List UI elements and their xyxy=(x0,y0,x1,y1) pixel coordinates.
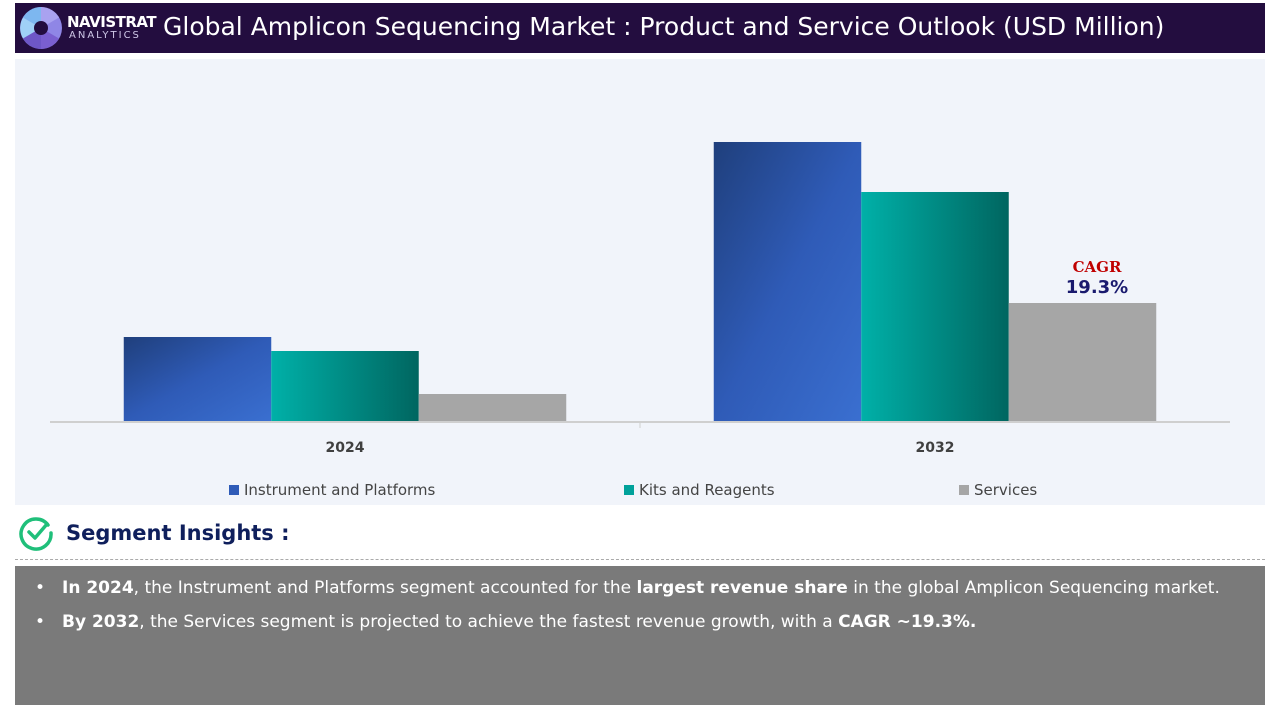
navistrat-logo xyxy=(20,7,62,49)
legend-swatch xyxy=(624,485,634,495)
legend-swatch xyxy=(959,485,969,495)
page-title: Global Amplicon Sequencing Market : Prod… xyxy=(163,12,1165,41)
x-tick-label: 2024 xyxy=(326,440,365,456)
bar-kits-and-reagents-2032 xyxy=(861,192,1009,421)
header-bar: NAVISTRAT ANALYTICS Global Amplicon Sequ… xyxy=(15,3,1265,53)
legend-label: Kits and Reagents xyxy=(639,481,775,499)
legend-item: Services xyxy=(959,481,1037,499)
legend-swatch xyxy=(229,485,239,495)
legend-label: Services xyxy=(974,481,1038,499)
insight-item: By 2032, the Services segment is project… xyxy=(35,605,1245,639)
insight-item: In 2024, the Instrument and Platforms se… xyxy=(35,571,1245,605)
bar-kits-and-reagents-2024 xyxy=(271,351,419,421)
legend-item: Kits and Reagents xyxy=(624,481,775,499)
bar-services-2024 xyxy=(418,394,567,421)
legend-item: Instrument and Platforms xyxy=(229,481,435,499)
cagr-value: 19.3% xyxy=(1066,277,1128,298)
brand-sub: ANALYTICS xyxy=(69,30,141,41)
divider xyxy=(15,559,1265,560)
bar-services-2032 xyxy=(1008,303,1157,421)
insights-list: In 2024, the Instrument and Platforms se… xyxy=(15,566,1265,705)
chart-area xyxy=(15,59,1265,505)
legend-label: Instrument and Platforms xyxy=(244,481,436,499)
bar-instrument-and-platforms-2032 xyxy=(713,142,862,421)
insights-heading: Segment Insights : xyxy=(18,515,290,551)
bar-chart: 2024 2032 CAGR 19.3% xyxy=(50,142,1230,456)
cagr-label: CAGR xyxy=(1073,258,1122,276)
insights-title: Segment Insights : xyxy=(66,521,290,545)
check-circle-icon xyxy=(19,517,53,551)
brand-name: NAVISTRAT xyxy=(67,13,157,31)
bar-instrument-and-platforms-2024 xyxy=(123,337,272,421)
x-tick-label: 2032 xyxy=(916,440,955,456)
